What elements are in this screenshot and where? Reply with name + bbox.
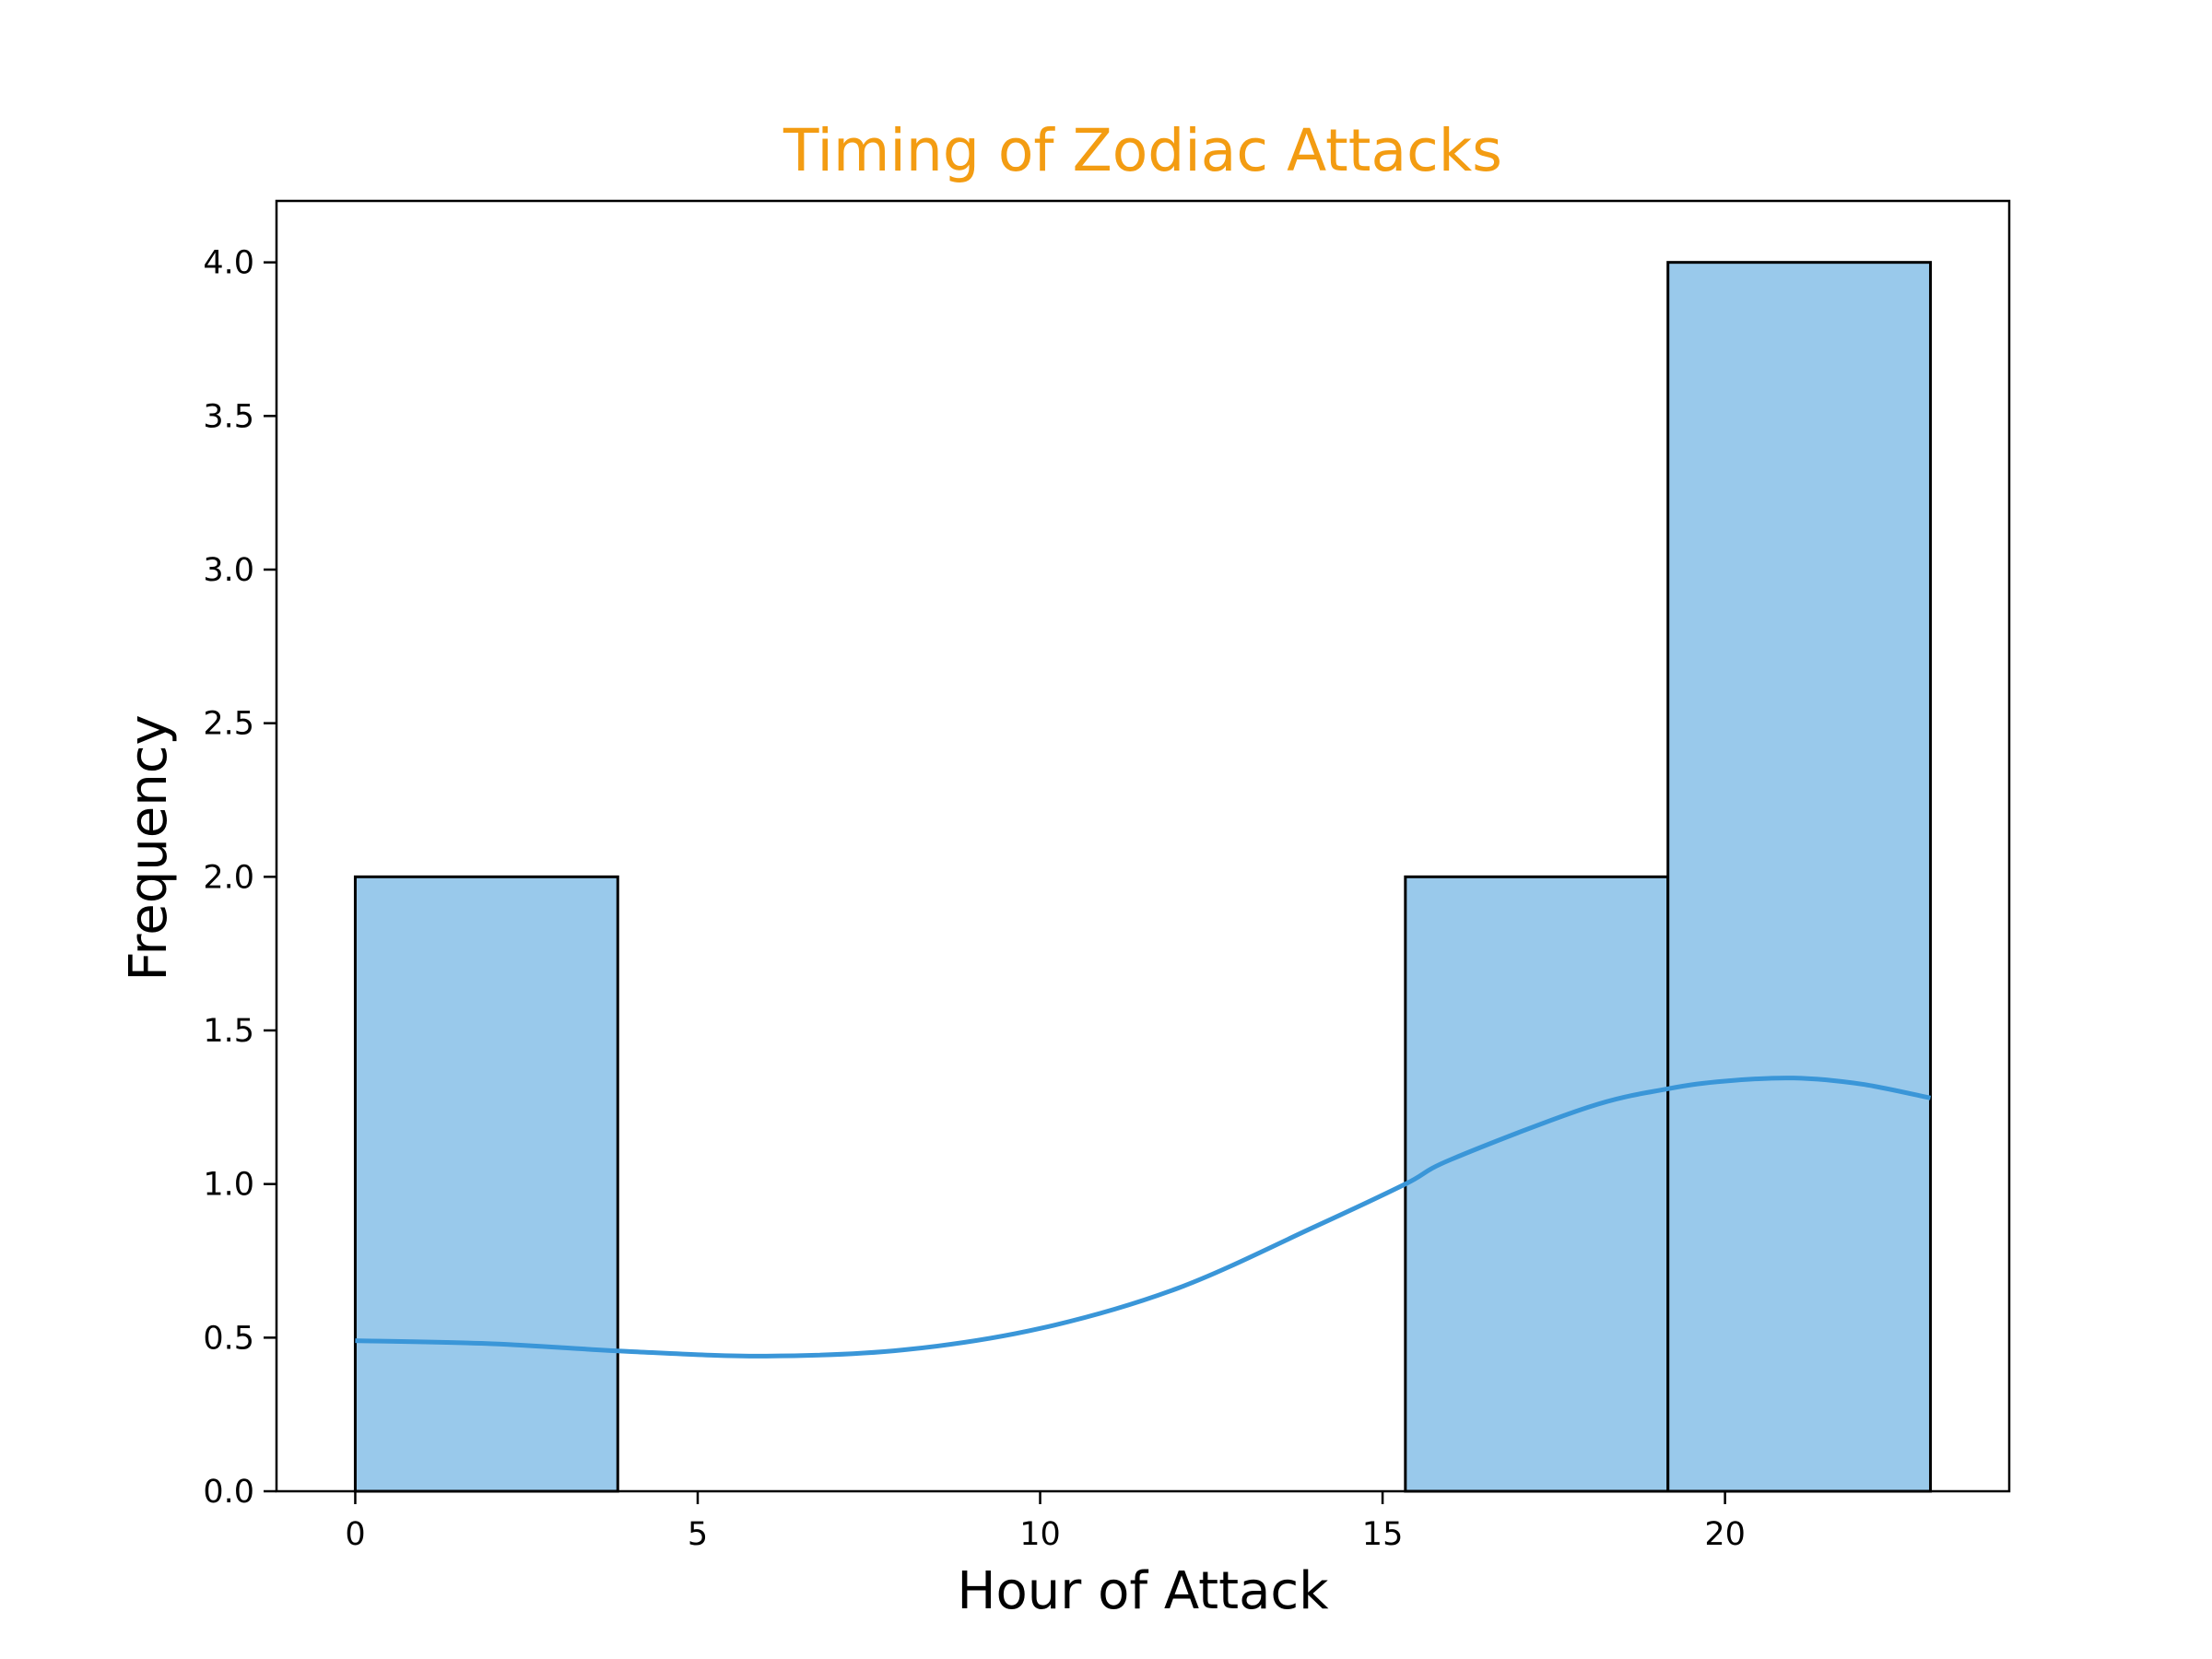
- x-tick-label: 10: [1019, 1516, 1061, 1553]
- y-axis-ticks: 0.0 0.5 1.0 1.5 2.0 2.5 3.0 3.5 4.0: [203, 245, 276, 1511]
- x-tick-label: 0: [345, 1516, 365, 1553]
- y-tick-label: 4.0: [203, 245, 254, 282]
- x-axis-ticks: 0 5 10 15 20: [345, 1491, 1746, 1553]
- x-tick-label: 20: [1704, 1516, 1746, 1553]
- histogram-bar-5: [1666, 261, 1933, 1493]
- y-tick-label: 1.5: [203, 1013, 254, 1050]
- x-axis-label: Hour of Attack: [957, 1561, 1329, 1621]
- y-tick-label: 3.0: [203, 552, 254, 589]
- y-tick-label: 3.5: [203, 398, 254, 435]
- x-tick-label: 5: [688, 1516, 708, 1553]
- y-tick-label: 0.5: [203, 1320, 254, 1357]
- histogram-bar-4: [1404, 875, 1670, 1493]
- chart-title: Timing of Zodiac Attacks: [782, 117, 1502, 184]
- y-tick-label: 2.0: [203, 859, 254, 896]
- plot-area-frame: [275, 199, 2011, 1493]
- y-tick-label: 2.5: [203, 706, 254, 743]
- y-tick-label: 0.0: [203, 1474, 254, 1511]
- y-tick-label: 1.0: [203, 1167, 254, 1204]
- histogram-bar-0: [353, 875, 619, 1493]
- kde-curve: [355, 1076, 1932, 1359]
- histogram-bars: [353, 261, 1933, 1493]
- x-tick-label: 15: [1362, 1516, 1404, 1553]
- y-axis-label: Frequency: [119, 714, 179, 981]
